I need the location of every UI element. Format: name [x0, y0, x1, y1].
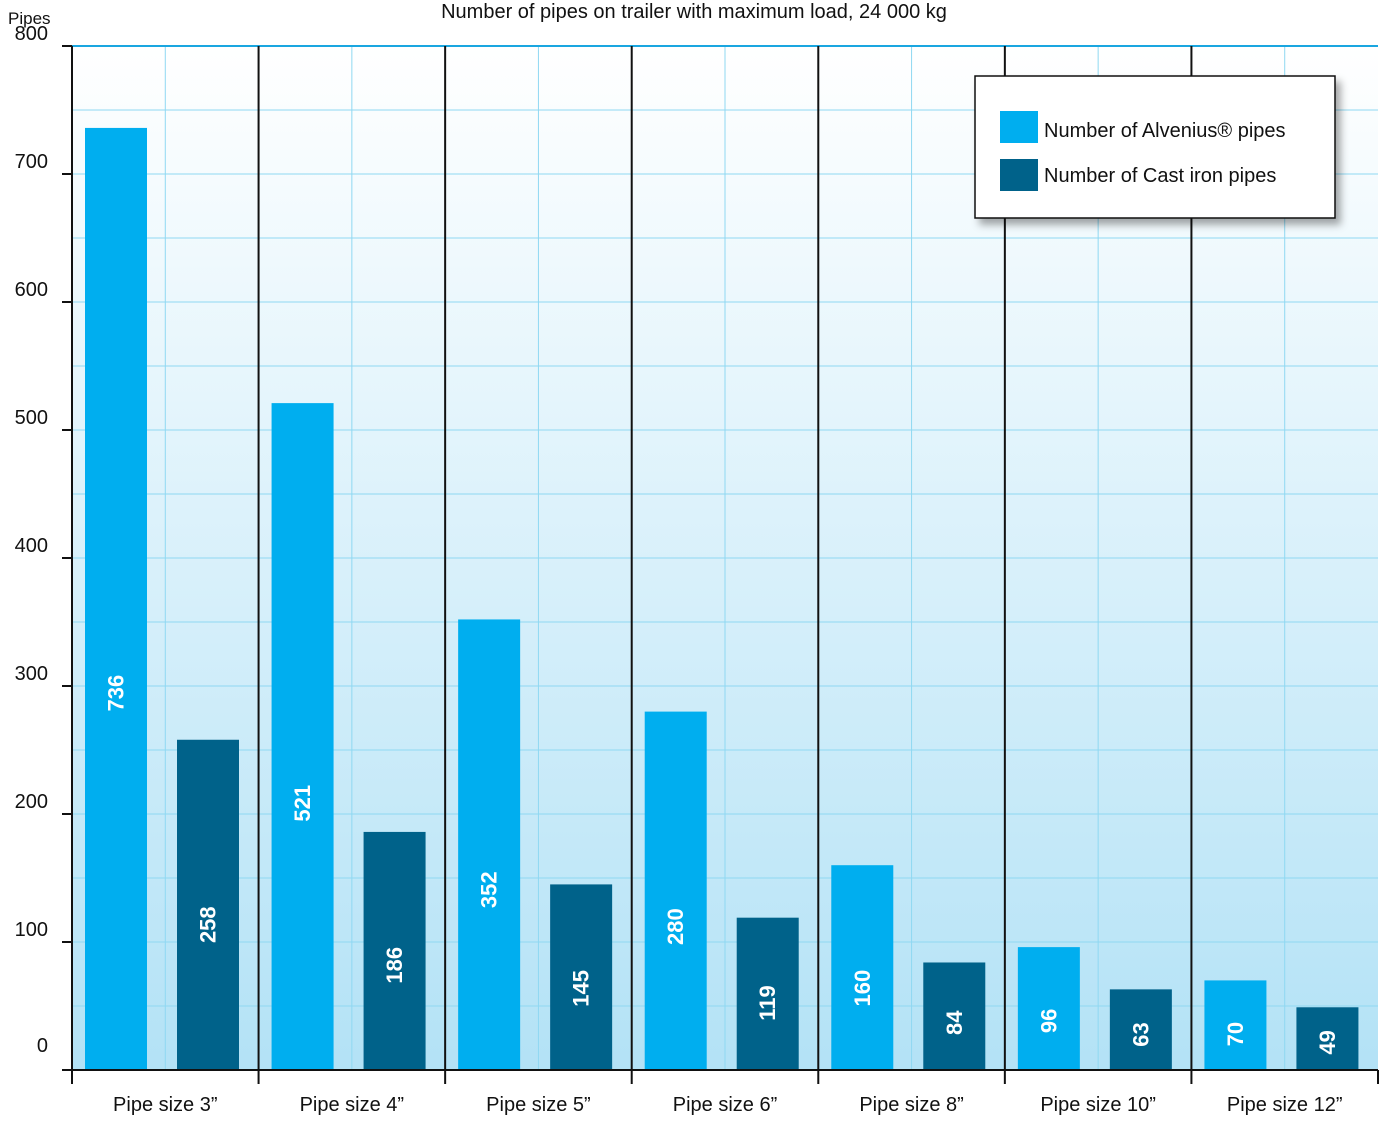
y-tick-label: 500 [15, 407, 48, 429]
bar-value-label: 145 [569, 970, 594, 1007]
y-tick-label: 800 [15, 23, 48, 45]
axes: 0 100 200 300 400 500 600 700 800 Pipe size 3” Pip… [15, 23, 1379, 1116]
y-tick-label: 0 [37, 1035, 48, 1057]
bar-value-label: 736 [104, 675, 129, 712]
bar-alvenius [458, 619, 521, 1070]
bar-cast-iron [736, 917, 799, 1070]
x-tick-label: Pipe size 5” [486, 1094, 591, 1116]
bar-value-label: 63 [1128, 1022, 1153, 1046]
bar-value-label: 258 [196, 906, 221, 943]
bar-value-label: 352 [477, 871, 502, 908]
bar-cast-iron [550, 884, 613, 1070]
bar-value-label: 119 [755, 985, 780, 1021]
bar-value-label: 160 [850, 970, 875, 1007]
x-tick-label: Pipe size 3” [113, 1094, 218, 1116]
y-tick-label: 300 [15, 663, 48, 685]
bar-alvenius [85, 127, 147, 1071]
bar-value-label: 96 [1036, 1009, 1061, 1033]
bar-cast-iron [923, 962, 986, 1070]
legend: Number of Alvenius® pipes Number of Cast… [974, 75, 1336, 219]
bar-cast-iron [1296, 1007, 1359, 1070]
bar-alvenius [831, 865, 894, 1070]
bar-alvenius [1204, 980, 1267, 1070]
legend-swatch-alvenius [1000, 111, 1038, 143]
y-tick-label: 200 [15, 791, 48, 813]
bar-value-label: 280 [663, 908, 688, 945]
x-tick-label: Pipe size 8” [859, 1094, 964, 1116]
x-tick-label: Pipe size 6” [673, 1094, 778, 1116]
x-tick-label: Pipe size 12” [1227, 1094, 1343, 1116]
bar-cast-iron [1109, 989, 1172, 1070]
bar-cast-iron [363, 831, 426, 1070]
x-tick-label: Pipe size 10” [1040, 1094, 1156, 1116]
bar-value-label: 521 [290, 785, 315, 822]
x-tick-label: Pipe size 4” [300, 1094, 405, 1116]
bar-value-label: 186 [382, 947, 407, 984]
bar-value-label: 70 [1223, 1022, 1248, 1046]
legend-swatch-cast-iron [1000, 159, 1038, 191]
bar-alvenius [644, 711, 707, 1070]
legend-label-cast-iron: Number of Cast iron pipes [1044, 165, 1276, 187]
bar-cast-iron [177, 739, 239, 1070]
y-tick-label: 100 [15, 919, 48, 941]
bar-value-label: 84 [942, 1010, 967, 1035]
y-axis-label: Pipes [8, 9, 51, 28]
chart-title: Number of pipes on trailer with maximum … [441, 1, 947, 23]
legend-label-alvenius: Number of Alvenius® pipes [1044, 120, 1286, 142]
y-tick-label: 400 [15, 535, 48, 557]
bars: 736 521 352 280 160 96 70 258 186 145 119 84 63 49 [85, 127, 1359, 1071]
legend-box [974, 75, 1336, 219]
bar-alvenius [271, 403, 334, 1070]
y-tick-label: 700 [15, 151, 48, 173]
y-tick-label: 600 [15, 279, 48, 301]
bar-value-label: 49 [1315, 1030, 1340, 1054]
bar-alvenius [1017, 947, 1080, 1070]
